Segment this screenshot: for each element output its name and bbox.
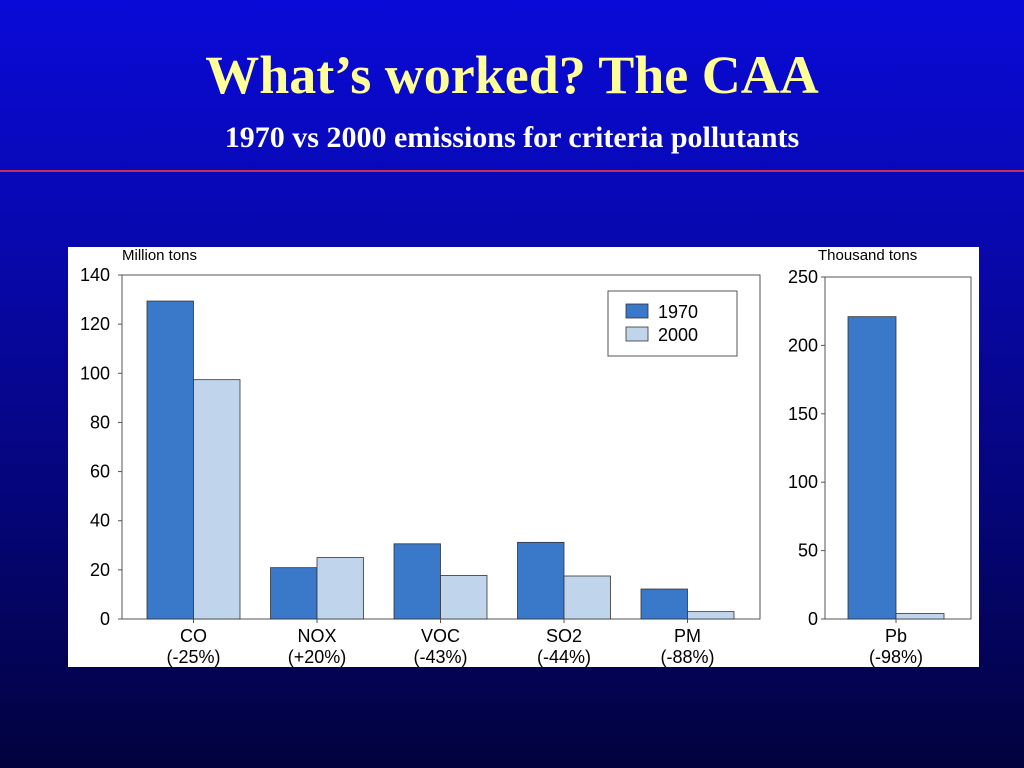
left-x-axis: CO(-25%) NOX(+20%) VOC(-43%) SO2(-44%) PM(-8… xyxy=(166,619,715,667)
right-y-tick-label: 50 xyxy=(798,541,818,561)
chart-panel: Million tons 0 20 40 60 80 100 120 140 CO (-25%)… xyxy=(68,247,979,667)
left-bar-pm-1970 xyxy=(640,588,688,620)
left-chart: Million tons 0 20 40 60 80 100 120 140 CO(-25%)… xyxy=(80,247,761,667)
slide-title: What’s worked? The CAA xyxy=(205,45,819,105)
left-y-tick-label: 80 xyxy=(90,412,110,432)
left-y-tick-label: 100 xyxy=(80,363,110,383)
legend-swatch-1970 xyxy=(625,303,649,319)
right-category-note: (-98%) xyxy=(869,647,923,667)
left-category-label: NOX xyxy=(297,626,336,646)
left-unit-label: Million tons xyxy=(122,247,197,264)
title-divider xyxy=(0,170,1024,172)
left-bar-nox-2000 xyxy=(316,557,364,620)
left-y-tick-label: 140 xyxy=(80,265,110,285)
slide-subtitle: 1970 vs 2000 emissions for criteria poll… xyxy=(224,121,800,154)
legend-box xyxy=(607,290,738,357)
emissions-chart: Million tons 0 20 40 60 80 100 120 140 CO(-25%)… xyxy=(80,247,972,667)
left-bar-co-1970 xyxy=(146,300,194,620)
left-bar-pm-2000 xyxy=(687,611,735,620)
left-y-axis: 0 20 40 60 80 100 120 140 xyxy=(80,265,122,629)
legend: 1970 2000 xyxy=(607,290,738,357)
right-y-axis: 0 50 100 150 200 250 xyxy=(788,267,825,629)
right-unit-label: Thousand tons xyxy=(818,247,917,264)
left-category-label: SO2 xyxy=(546,626,582,646)
left-y-tick-label: 0 xyxy=(100,609,110,629)
left-bar-voc-2000 xyxy=(440,575,488,620)
left-y-tick-label: 60 xyxy=(90,462,110,482)
right-y-tick-label: 100 xyxy=(788,472,818,492)
left-category-note: (-43%) xyxy=(413,647,467,667)
left-bar-nox-1970 xyxy=(270,567,318,620)
left-y-tick-label: 20 xyxy=(90,560,110,580)
right-y-tick-label: 150 xyxy=(788,404,818,424)
right-y-tick-label: 250 xyxy=(788,267,818,287)
left-category-label: VOC xyxy=(421,626,460,646)
legend-label-2000: 2000 xyxy=(658,325,698,345)
left-y-tick-label: 40 xyxy=(90,511,110,531)
right-bar-pb-1970 xyxy=(847,316,897,620)
left-bar-co-2000 xyxy=(193,379,241,620)
left-category-label: PM xyxy=(674,626,701,646)
right-chart: Thousand tons 0 50 100 150 200 250 Pb(-98%) xyxy=(788,247,972,667)
left-y-tick-label: 120 xyxy=(80,314,110,334)
legend-label-1970: 1970 xyxy=(658,302,698,322)
right-y-tick-label: 200 xyxy=(788,335,818,355)
left-category-note: (-44%) xyxy=(537,647,591,667)
right-x-axis: Pb(-98%) xyxy=(869,619,923,667)
right-y-tick-label: 0 xyxy=(808,609,818,629)
left-category-note: (-88%) xyxy=(660,647,714,667)
right-bar-pb-2000 xyxy=(895,613,945,620)
left-category-note: (+20%) xyxy=(288,647,347,667)
left-category-note: (-25%) xyxy=(166,647,220,667)
right-bars xyxy=(847,316,945,620)
left-bars xyxy=(146,300,735,620)
left-category-label: CO xyxy=(180,626,207,646)
right-plot-frame xyxy=(824,276,972,620)
right-category-label: Pb xyxy=(885,626,907,646)
left-bar-so2-1970 xyxy=(517,541,565,620)
legend-swatch-2000 xyxy=(625,326,649,342)
left-bar-so2-2000 xyxy=(563,575,611,620)
left-bar-voc-1970 xyxy=(393,543,441,620)
